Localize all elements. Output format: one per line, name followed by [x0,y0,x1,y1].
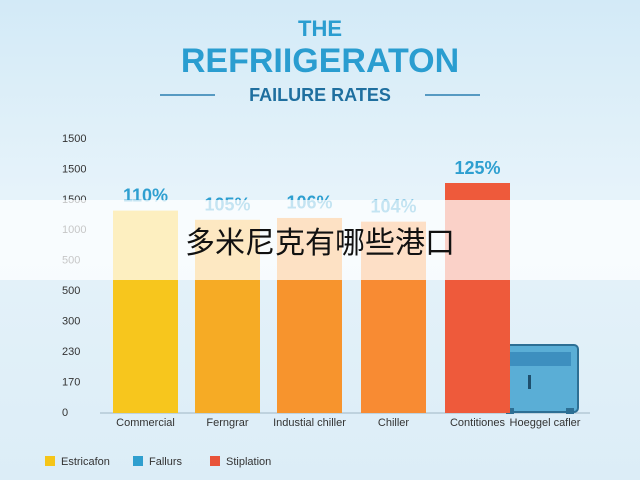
x-tick-label: Hoeggel cafler [509,417,581,429]
x-tick-label: Ferngrar [206,417,249,429]
x-tick-label: Industial chiller [273,417,346,429]
x-tick-label: Commercial [116,417,175,429]
chart-heading: FAILURE RATES [249,85,391,105]
y-tick-label: 300 [62,316,80,328]
y-tick-label: 230 [62,346,80,358]
legend-swatch [210,456,220,466]
y-tick-label: 1500 [62,133,86,145]
x-tick-label: Contitiones [449,417,506,429]
y-tick-label: 170 [62,376,80,388]
legend-label: Estricafon [61,456,110,468]
y-tick-label: 1500 [62,163,86,175]
legend-label: Stiplation [226,456,271,468]
legend-label: Fallurs [149,456,183,468]
legend-swatch [133,456,143,466]
chart-title: THE [298,16,342,41]
y-tick-label: 0 [62,407,68,419]
value-label: 125% [454,158,500,178]
y-tick-label: 500 [62,285,80,297]
chart-subtitle: REFRIIGERATON [181,42,459,80]
fridge-icon [502,344,579,414]
overlay-banner: 多米尼克有哪些港口 [0,200,640,280]
legend-swatch [45,456,55,466]
x-tick-label: Chiller [377,417,410,429]
